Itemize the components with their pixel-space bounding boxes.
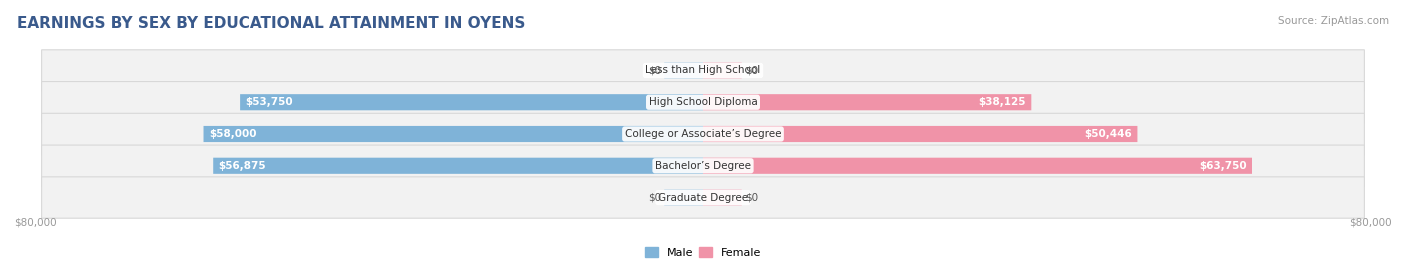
Text: $80,000: $80,000 [14, 217, 56, 227]
Text: $63,750: $63,750 [1199, 161, 1247, 171]
Text: Graduate Degree: Graduate Degree [658, 192, 748, 203]
FancyBboxPatch shape [703, 158, 1251, 174]
FancyBboxPatch shape [703, 189, 742, 206]
FancyBboxPatch shape [42, 177, 1364, 218]
Text: EARNINGS BY SEX BY EDUCATIONAL ATTAINMENT IN OYENS: EARNINGS BY SEX BY EDUCATIONAL ATTAINMEN… [17, 16, 526, 31]
FancyBboxPatch shape [214, 158, 703, 174]
Text: Less than High School: Less than High School [645, 65, 761, 76]
Text: $53,750: $53,750 [246, 97, 294, 107]
FancyBboxPatch shape [664, 189, 703, 206]
Text: $0: $0 [745, 192, 758, 203]
FancyBboxPatch shape [703, 94, 1032, 110]
Text: $0: $0 [648, 192, 661, 203]
Text: $50,446: $50,446 [1084, 129, 1132, 139]
FancyBboxPatch shape [703, 126, 1137, 142]
Text: Bachelor’s Degree: Bachelor’s Degree [655, 161, 751, 171]
Text: College or Associate’s Degree: College or Associate’s Degree [624, 129, 782, 139]
FancyBboxPatch shape [703, 62, 742, 79]
Text: Source: ZipAtlas.com: Source: ZipAtlas.com [1278, 16, 1389, 26]
Text: $56,875: $56,875 [219, 161, 266, 171]
Text: $0: $0 [648, 65, 661, 76]
Text: $80,000: $80,000 [1350, 217, 1392, 227]
Text: $38,125: $38,125 [979, 97, 1026, 107]
FancyBboxPatch shape [240, 94, 703, 110]
Legend: Male, Female: Male, Female [640, 243, 766, 262]
FancyBboxPatch shape [204, 126, 703, 142]
Text: $58,000: $58,000 [209, 129, 256, 139]
Text: $0: $0 [745, 65, 758, 76]
FancyBboxPatch shape [42, 50, 1364, 91]
FancyBboxPatch shape [664, 62, 703, 79]
FancyBboxPatch shape [42, 113, 1364, 155]
FancyBboxPatch shape [42, 145, 1364, 187]
Text: High School Diploma: High School Diploma [648, 97, 758, 107]
FancyBboxPatch shape [42, 81, 1364, 123]
